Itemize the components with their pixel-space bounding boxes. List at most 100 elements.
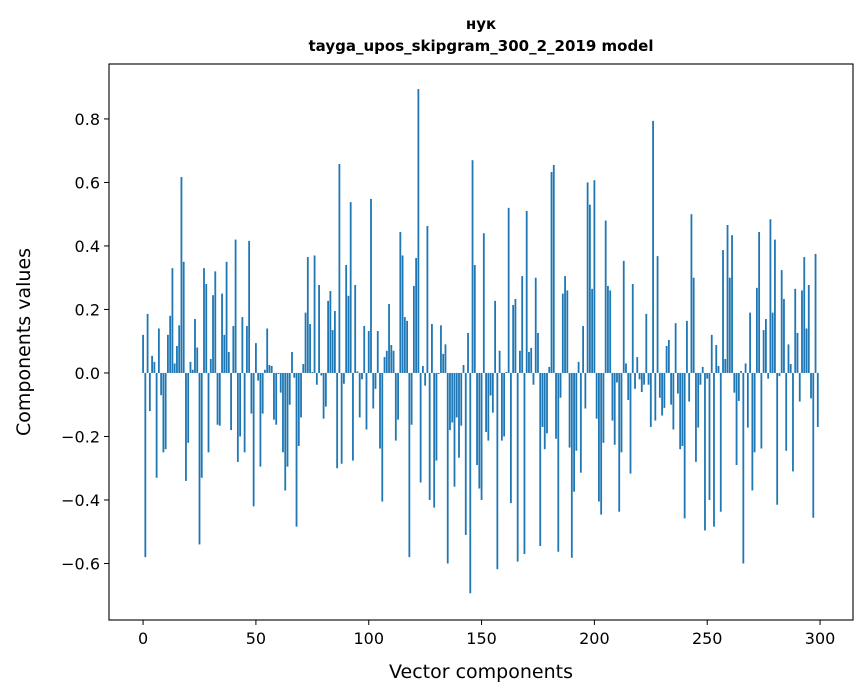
bar-component-254: [715, 345, 718, 373]
y-axis-label: Components values: [13, 248, 35, 436]
bar-component-92: [349, 202, 352, 373]
bar-component-260: [728, 277, 731, 373]
bar-component-17: [180, 177, 183, 373]
bar-component-247: [699, 372, 702, 385]
bar-component-108: [385, 350, 388, 373]
bar-component-125: [424, 372, 427, 386]
bar-component-71: [302, 364, 305, 373]
bar-component-198: [588, 204, 591, 373]
bar-component-52: [259, 372, 262, 467]
bar-component-94: [354, 285, 357, 373]
bar-component-294: [805, 328, 808, 373]
bar-component-27: [203, 268, 205, 373]
bar-component-65: [288, 372, 291, 405]
bar-component-163: [509, 372, 512, 504]
bar-component-240: [683, 372, 686, 519]
bar-component-0: [142, 334, 144, 373]
bar-component-128: [431, 324, 433, 373]
bar-component-197: [586, 182, 589, 373]
bar-component-13: [171, 268, 174, 373]
bar-component-166: [516, 372, 519, 562]
bar-component-16: [178, 325, 181, 373]
bar-component-273: [758, 231, 761, 373]
bar-component-95: [356, 371, 359, 373]
bar-component-68: [295, 372, 298, 527]
bar-component-111: [392, 350, 395, 373]
bar-component-105: [379, 372, 381, 449]
bar-component-274: [760, 372, 763, 449]
bar-component-44: [241, 317, 244, 373]
bar-component-79: [320, 372, 323, 376]
bar-component-23: [194, 318, 196, 373]
bar-component-156: [494, 300, 497, 373]
bar-component-201: [595, 372, 598, 419]
bar-component-78: [318, 285, 320, 373]
bar-component-289: [794, 288, 797, 373]
bar-component-298: [814, 253, 817, 373]
bar-component-211: [618, 372, 621, 512]
bar-component-190: [570, 372, 573, 558]
bar-component-41: [234, 239, 237, 373]
bar-component-81: [324, 372, 327, 407]
bar-component-155: [491, 372, 494, 413]
y-tick-label: 0.4: [75, 237, 100, 256]
bar-component-180: [548, 366, 551, 373]
bar-component-280: [774, 239, 776, 373]
bar-component-257: [722, 250, 724, 373]
bar-component-157: [496, 372, 499, 570]
bar-component-266: [742, 372, 745, 564]
bar-component-98: [363, 325, 366, 373]
bar-component-63: [284, 372, 287, 491]
chart-title-line1: нук: [466, 15, 496, 33]
bar-component-299: [816, 372, 819, 427]
bar-component-214: [625, 363, 627, 373]
bar-component-259: [726, 224, 729, 373]
bar-component-115: [401, 255, 404, 373]
bar-component-67: [293, 372, 296, 378]
bar-component-75: [311, 372, 314, 373]
bar-component-109: [388, 304, 390, 373]
bar-component-232: [665, 345, 668, 373]
bar-component-276: [764, 318, 767, 373]
bar-component-10: [164, 372, 167, 450]
bar-component-239: [681, 372, 684, 446]
bar-component-151: [482, 233, 485, 373]
bar-component-268: [746, 372, 749, 428]
bar-component-144: [467, 332, 469, 373]
x-tick-label: 50: [246, 629, 266, 648]
bar-component-84: [331, 330, 334, 373]
bar-component-91: [347, 295, 350, 373]
bar-component-51: [257, 372, 260, 381]
bar-component-152: [485, 372, 487, 433]
bar-component-171: [528, 352, 530, 373]
bar-component-8: [160, 372, 163, 396]
bar-component-185: [559, 372, 562, 398]
bar-component-253: [713, 372, 715, 527]
bar-component-159: [500, 372, 503, 441]
bar-component-76: [313, 255, 316, 373]
bar-component-287: [789, 364, 792, 373]
bar-component-275: [762, 330, 765, 373]
bar-component-119: [410, 372, 413, 425]
bar-component-110: [390, 345, 393, 373]
bar-component-40: [232, 325, 235, 373]
bar-component-93: [352, 372, 354, 461]
bar-component-107: [383, 357, 386, 373]
bar-component-250: [706, 372, 709, 379]
bar-component-285: [785, 372, 788, 451]
bar-component-233: [667, 339, 670, 373]
bar-component-284: [783, 298, 785, 373]
bar-component-288: [792, 372, 794, 472]
bar-component-170: [525, 211, 528, 373]
bar-component-262: [733, 372, 736, 393]
bar-component-161: [505, 372, 508, 373]
bar-component-256: [719, 372, 722, 512]
bar-component-114: [399, 231, 402, 373]
bar-component-265: [740, 371, 742, 373]
bar-component-101: [370, 198, 372, 373]
bar-component-181: [550, 171, 553, 373]
bar-component-264: [737, 372, 740, 401]
bar-component-49: [252, 372, 255, 507]
bar-component-165: [514, 298, 517, 373]
bar-component-149: [478, 372, 481, 489]
